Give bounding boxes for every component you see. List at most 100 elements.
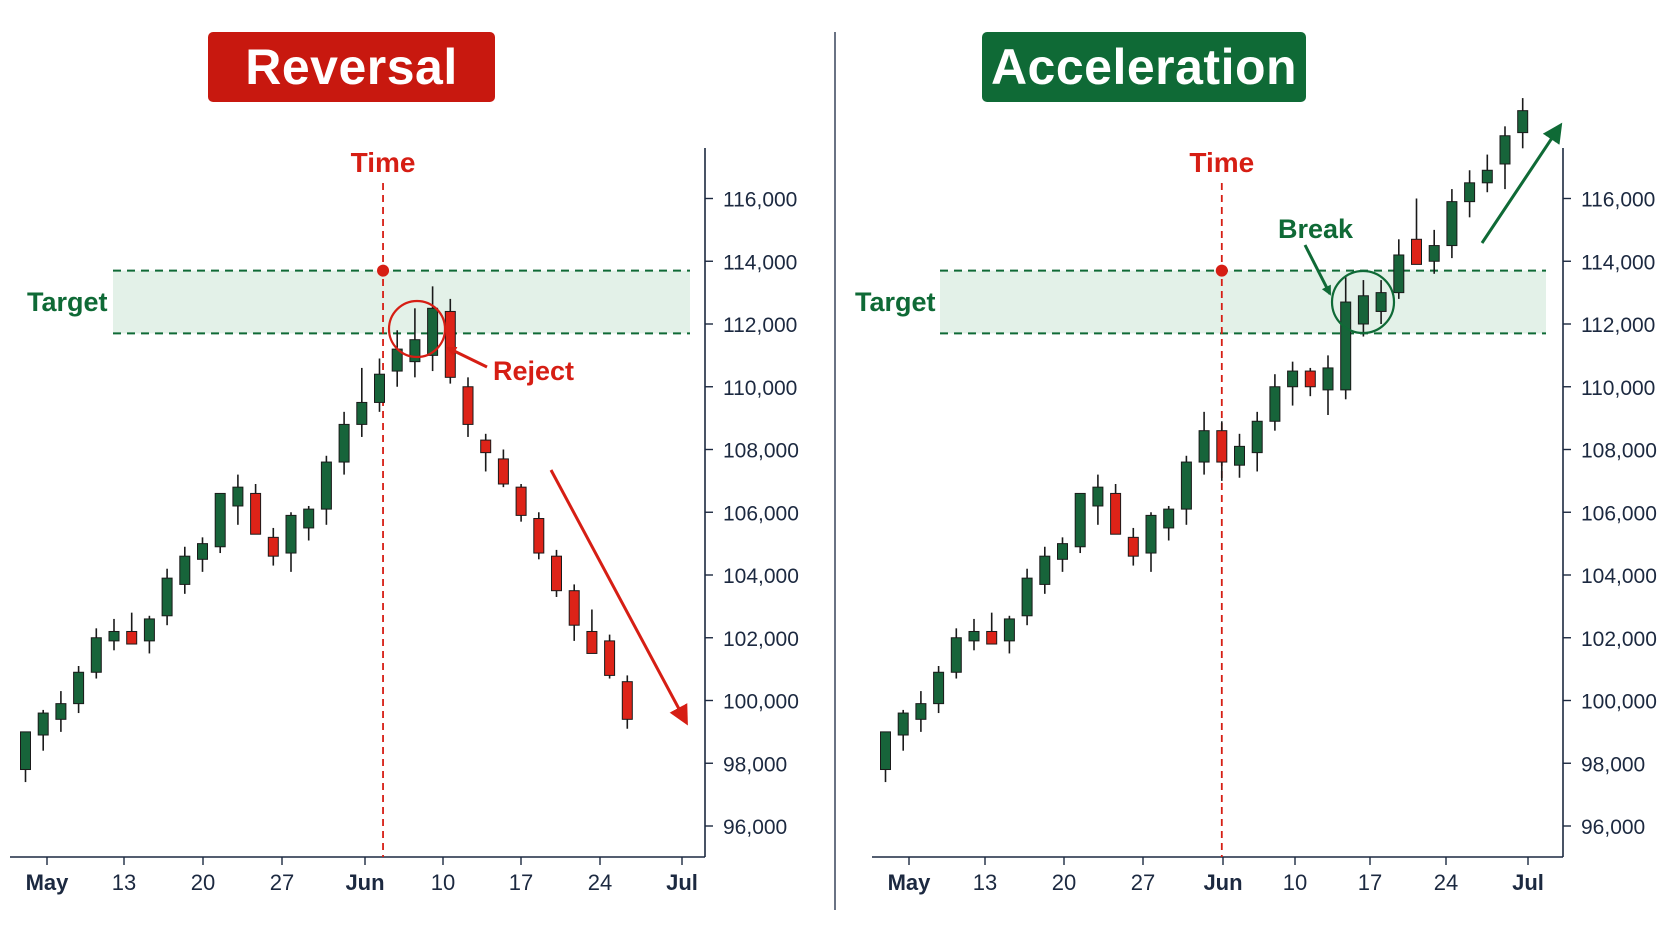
acceleration-panel: Target 96,000 98,000 100,000 102,000 104,000 1… [855,98,1657,895]
x-tick-label: Jun [1203,870,1242,895]
candle-up [1499,135,1511,165]
candle-down [250,492,262,535]
x-tick-label: Jul [1512,870,1544,895]
candle-up [1057,543,1068,560]
x-tick-label: 24 [1434,870,1458,895]
x-tick-label: May [888,870,932,895]
acceleration-title-badge: Acceleration [982,32,1306,102]
candle-up [933,671,945,705]
candle-up [179,555,191,585]
break-arrow [1303,244,1332,296]
y-tick-label: 110,000 [1581,377,1655,400]
y-tick-label: 112,000 [1581,314,1655,337]
candle-up [1481,169,1493,184]
y-tick-label: 116,000 [1581,189,1655,212]
y-tick-label: 102,000 [1581,628,1657,651]
candle-down [986,630,998,645]
candle-up [427,307,439,356]
candle-up [214,492,226,548]
y-tick-label: 106,000 [1581,502,1657,525]
candle-down [586,630,598,654]
reversal-title-badge: Reversal [208,32,495,102]
candle-up [374,373,385,403]
candle-up [1198,430,1210,463]
candle-up [197,543,208,560]
candle-up [1021,577,1033,617]
candle-up [1322,367,1334,391]
y-tick-label: 100,000 [1581,691,1657,714]
time-marker-dot [1215,264,1228,277]
reject-arrow [446,346,488,369]
y-tick-label: 110,000 [723,377,797,400]
x-tick-label: 17 [1358,870,1382,895]
candle-up [338,423,350,463]
candle-down [1304,370,1316,388]
candle-up [285,514,297,554]
x-tick-label: Jul [666,870,698,895]
candle-up [1340,301,1352,391]
candle-up [1234,445,1245,466]
break-highlight-circle [1330,269,1396,335]
y-tick-label: 108,000 [1581,440,1657,463]
candle-up [1269,386,1281,422]
candle-down [568,590,580,626]
candle-up [1428,245,1440,262]
candle-up [1464,182,1476,203]
y-tick-label: 108,000 [723,440,799,463]
candle-down [462,386,474,425]
x-tick-label: 20 [1052,870,1076,895]
y-tick-label: 116,000 [723,189,797,212]
candle-up [73,671,85,705]
candle-up [55,703,67,720]
candle-down [604,640,616,676]
y-tick-label: 114,000 [723,251,797,274]
candle-up [1393,254,1405,294]
candle-up [1375,292,1387,312]
candle-up [1517,110,1529,134]
candle-up [1039,555,1051,585]
reject-highlight-circle [387,299,447,359]
candle-up [356,401,368,425]
candle-up [143,618,155,642]
time-marker-dot [377,264,390,277]
y-tick-label: 104,000 [1581,565,1657,588]
candle-down [621,681,633,720]
y-tick-label: 102,000 [723,628,799,651]
candle-up [20,731,31,771]
x-tick-label: 17 [509,870,533,895]
x-tick-label: 27 [270,870,294,895]
candle-up [1074,492,1086,548]
candle-down [497,458,509,485]
y-tick-label: 114,000 [1581,251,1655,274]
y-tick-label: 106,000 [723,502,799,525]
candle-down [533,518,545,554]
candle-up [968,630,980,642]
x-tick-label: 10 [1283,870,1307,895]
y-tick-label: 112,000 [723,314,797,337]
reject-label: Reject [493,356,574,386]
candle-up [1446,201,1458,247]
y-tick-label: 96,000 [723,816,787,839]
candle-up [409,339,421,363]
candle-down [126,630,138,645]
y-tick-label: 98,000 [723,753,787,776]
y-tick-label: 104,000 [723,565,799,588]
candle-up [232,486,244,507]
y-tick-label: 100,000 [723,691,799,714]
x-tick-label: 20 [191,870,215,895]
candle-down [1110,492,1122,535]
break-label: Break [1278,214,1354,244]
candle-up [90,637,102,673]
candle-down [267,536,279,557]
candle-up [950,637,962,673]
candle-up [1163,508,1175,529]
candle-up [320,461,332,510]
candle-down [1127,536,1139,557]
target-zone [940,270,1546,334]
y-tick-label: 96,000 [1581,816,1645,839]
candle-up [915,703,927,720]
candle-up [37,712,49,736]
x-tick-label: 10 [431,870,455,895]
